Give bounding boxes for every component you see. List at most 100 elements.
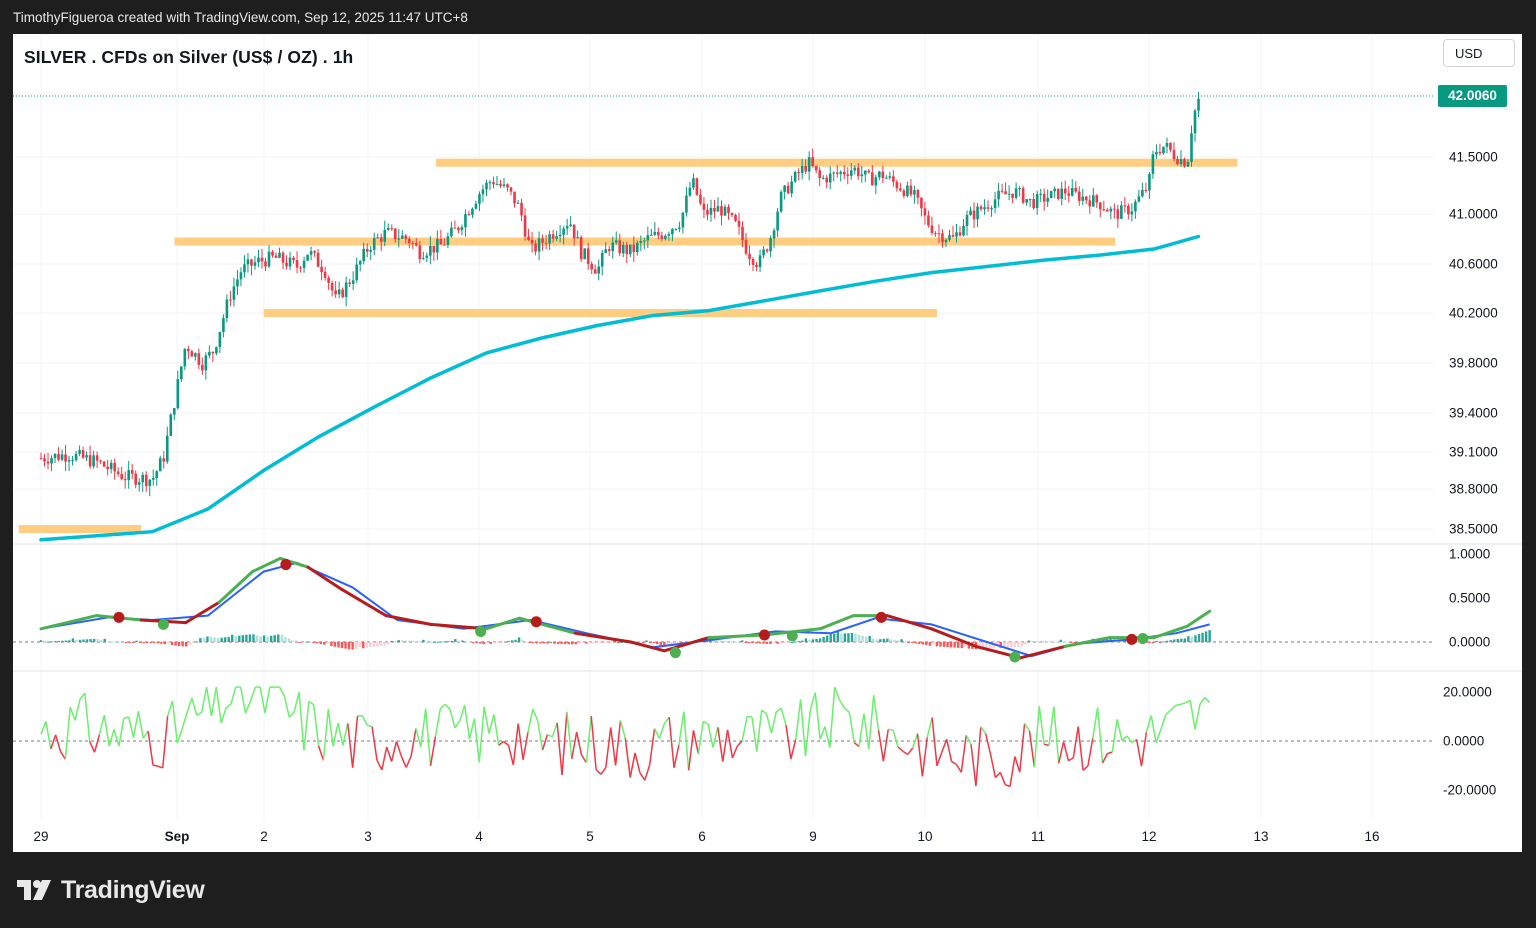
- macd-histogram-bar: [712, 640, 716, 642]
- candle-body: [923, 208, 927, 216]
- candle: [590, 261, 593, 274]
- macd-histogram-bar: [319, 642, 322, 644]
- oscillator-segment: [337, 722, 344, 746]
- oscillator-segment: [342, 723, 349, 746]
- oscillator-segment: [814, 692, 821, 740]
- oscillator-segment: [678, 711, 685, 746]
- candle: [527, 228, 530, 241]
- macd-histogram-bar: [107, 641, 110, 643]
- oscillator-segment: [1107, 751, 1113, 755]
- currency-selector-button[interactable]: USD: [1443, 39, 1515, 67]
- candle-body: [1021, 188, 1025, 203]
- candle: [572, 224, 576, 246]
- oscillator-segment: [317, 745, 325, 761]
- candle-body: [155, 471, 159, 479]
- chart-panel[interactable]: 41.5000 41.0000 40.6000 40.2000 39.8000 39.40…: [13, 34, 1522, 852]
- oscillator-segment: [463, 705, 471, 740]
- oscillator-segment: [327, 709, 334, 747]
- candle: [878, 170, 881, 181]
- chart-canvas[interactable]: 41.500041.000040.600040.200039.800039.40…: [13, 34, 1522, 852]
- tradingview-brand-text: TradingView: [61, 876, 205, 904]
- candle: [713, 199, 716, 219]
- oscillator-segment: [351, 715, 359, 768]
- candle-body: [523, 215, 527, 237]
- macd-histogram-bar: [599, 642, 602, 643]
- candle-body: [607, 249, 611, 251]
- candle-body: [962, 226, 965, 236]
- candle: [397, 228, 401, 248]
- oscillator-segment: [444, 703, 451, 710]
- candle: [194, 352, 197, 361]
- candle: [1162, 146, 1165, 155]
- candle-body: [134, 473, 138, 485]
- macd-line-segment: [573, 631, 633, 644]
- candle-body: [85, 455, 88, 458]
- macd-histogram-bar: [592, 642, 595, 644]
- candle: [692, 173, 695, 190]
- tradingview-logo[interactable]: TradingView: [17, 876, 205, 905]
- candle: [390, 224, 394, 232]
- candle-body: [937, 233, 941, 235]
- candle-body: [944, 239, 948, 243]
- oscillator-segment: [64, 707, 71, 760]
- candle-body: [990, 208, 993, 210]
- macd-line-segment: [484, 616, 522, 631]
- oscillator-segment: [600, 766, 607, 775]
- macd-cross-marker: [475, 625, 487, 637]
- macd-histogram-bar: [259, 636, 262, 642]
- macd-histogram-bar: [167, 642, 170, 643]
- candle: [776, 207, 779, 237]
- candle-body: [197, 353, 201, 365]
- oscillator-segment: [1092, 707, 1099, 739]
- price-grid: [13, 34, 1433, 819]
- candle: [632, 236, 636, 262]
- oscillator-segment: [454, 720, 461, 729]
- candle-body: [1162, 146, 1165, 154]
- candle-body: [1074, 187, 1078, 192]
- oscillator-segment: [1057, 741, 1065, 764]
- candle-body: [211, 351, 215, 354]
- macd-histogram-bar: [1169, 640, 1172, 642]
- candlestick-series: [39, 91, 1200, 497]
- oscillator-segment: [322, 709, 330, 761]
- candle-body: [285, 262, 288, 267]
- candle-body: [811, 157, 814, 166]
- candle: [913, 185, 916, 204]
- macd-histogram-bar: [245, 634, 248, 642]
- macd-histogram-bar: [408, 640, 411, 642]
- oscillator-segment: [775, 707, 782, 713]
- candle-body: [825, 177, 829, 183]
- candle-body: [53, 453, 57, 459]
- oscillator-segment: [619, 720, 627, 739]
- candle-body: [537, 238, 541, 252]
- candle-body: [474, 203, 478, 209]
- candle: [478, 191, 481, 212]
- macd-line-segment: [1018, 644, 1067, 660]
- candle: [330, 280, 334, 297]
- candle: [990, 205, 993, 217]
- macd-histogram-bar: [1187, 636, 1190, 642]
- oscillator-segment: [45, 721, 52, 750]
- candle-body: [1028, 198, 1032, 200]
- oscillator-segment: [858, 713, 865, 747]
- candle: [460, 224, 464, 236]
- oscillator-segment: [308, 700, 315, 706]
- macd-histogram-bar: [783, 642, 786, 643]
- macd-histogram-bar: [330, 642, 333, 647]
- candle: [1127, 203, 1130, 220]
- macd-histogram-bar: [439, 641, 443, 643]
- candle-body: [951, 235, 955, 237]
- oscillator-segment: [1038, 706, 1045, 745]
- macd-histogram-bar: [822, 636, 825, 642]
- candle-body: [555, 236, 558, 239]
- candle-body: [1046, 198, 1049, 202]
- oscillator-line: [40, 686, 1211, 788]
- candle-body: [1077, 191, 1081, 201]
- macd-histogram-bar: [199, 638, 202, 642]
- oscillator-segment: [1170, 704, 1177, 711]
- candle-body: [814, 165, 818, 171]
- oscillator-segment: [731, 745, 739, 759]
- candle-body: [846, 174, 850, 176]
- candle: [972, 202, 976, 229]
- candle: [930, 216, 934, 236]
